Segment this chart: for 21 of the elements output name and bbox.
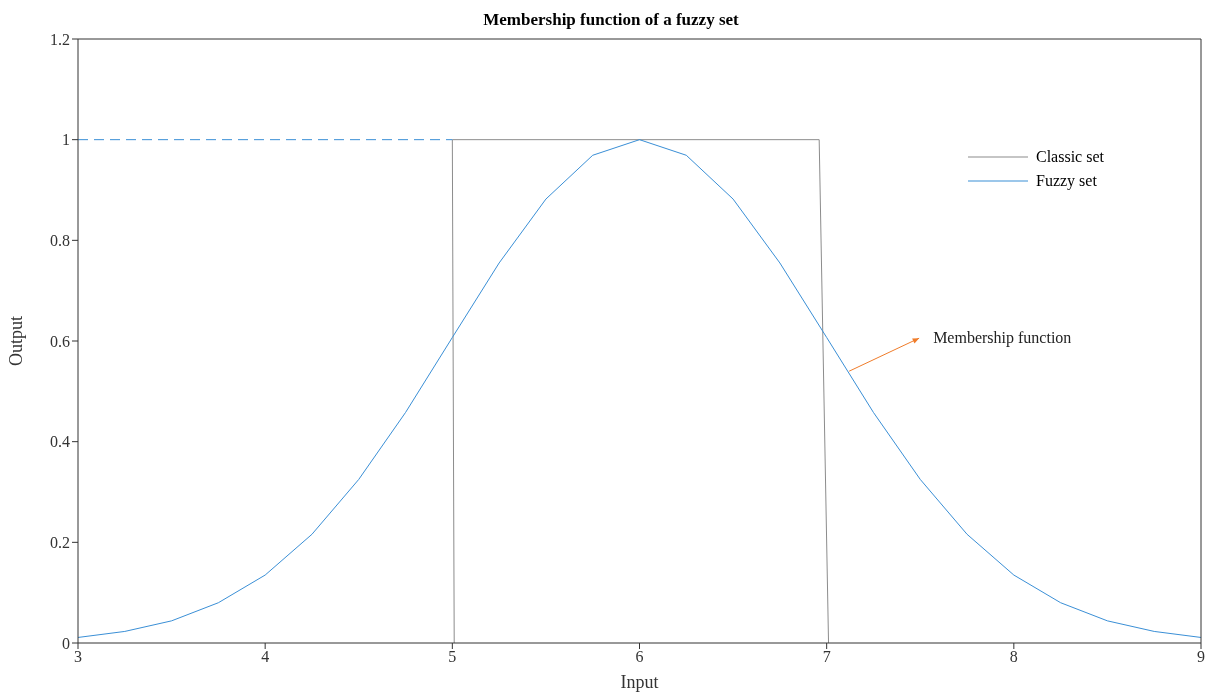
y-tick-label: 0.4 <box>50 433 70 451</box>
y-tick-label: 0.8 <box>50 232 70 250</box>
y-tick-label: 0.6 <box>50 332 70 350</box>
y-tick-label: 0 <box>62 634 70 652</box>
y-tick-label: 0.2 <box>50 534 70 552</box>
x-tick-label: 9 <box>1197 648 1205 666</box>
x-axis-title: Input <box>620 672 659 692</box>
x-tick-label: 4 <box>261 648 270 666</box>
x-tick-label: 7 <box>822 648 831 666</box>
legend-label: Fuzzy set <box>1036 172 1097 190</box>
legend-label: Classic set <box>1036 148 1104 166</box>
x-tick-label: 5 <box>448 648 457 666</box>
x-tick-label: 6 <box>635 648 644 666</box>
chart-title: Membership function of a fuzzy set <box>482 10 740 30</box>
y-axis-title: Output <box>6 315 27 367</box>
y-tick-label: 1.2 <box>50 30 70 48</box>
y-tick-label: 1 <box>62 131 70 149</box>
annotation: Membership function <box>933 329 1072 348</box>
line-series <box>78 139 1201 638</box>
x-tick-label: 3 <box>74 648 82 666</box>
x-tick-label: 8 <box>1009 648 1018 666</box>
